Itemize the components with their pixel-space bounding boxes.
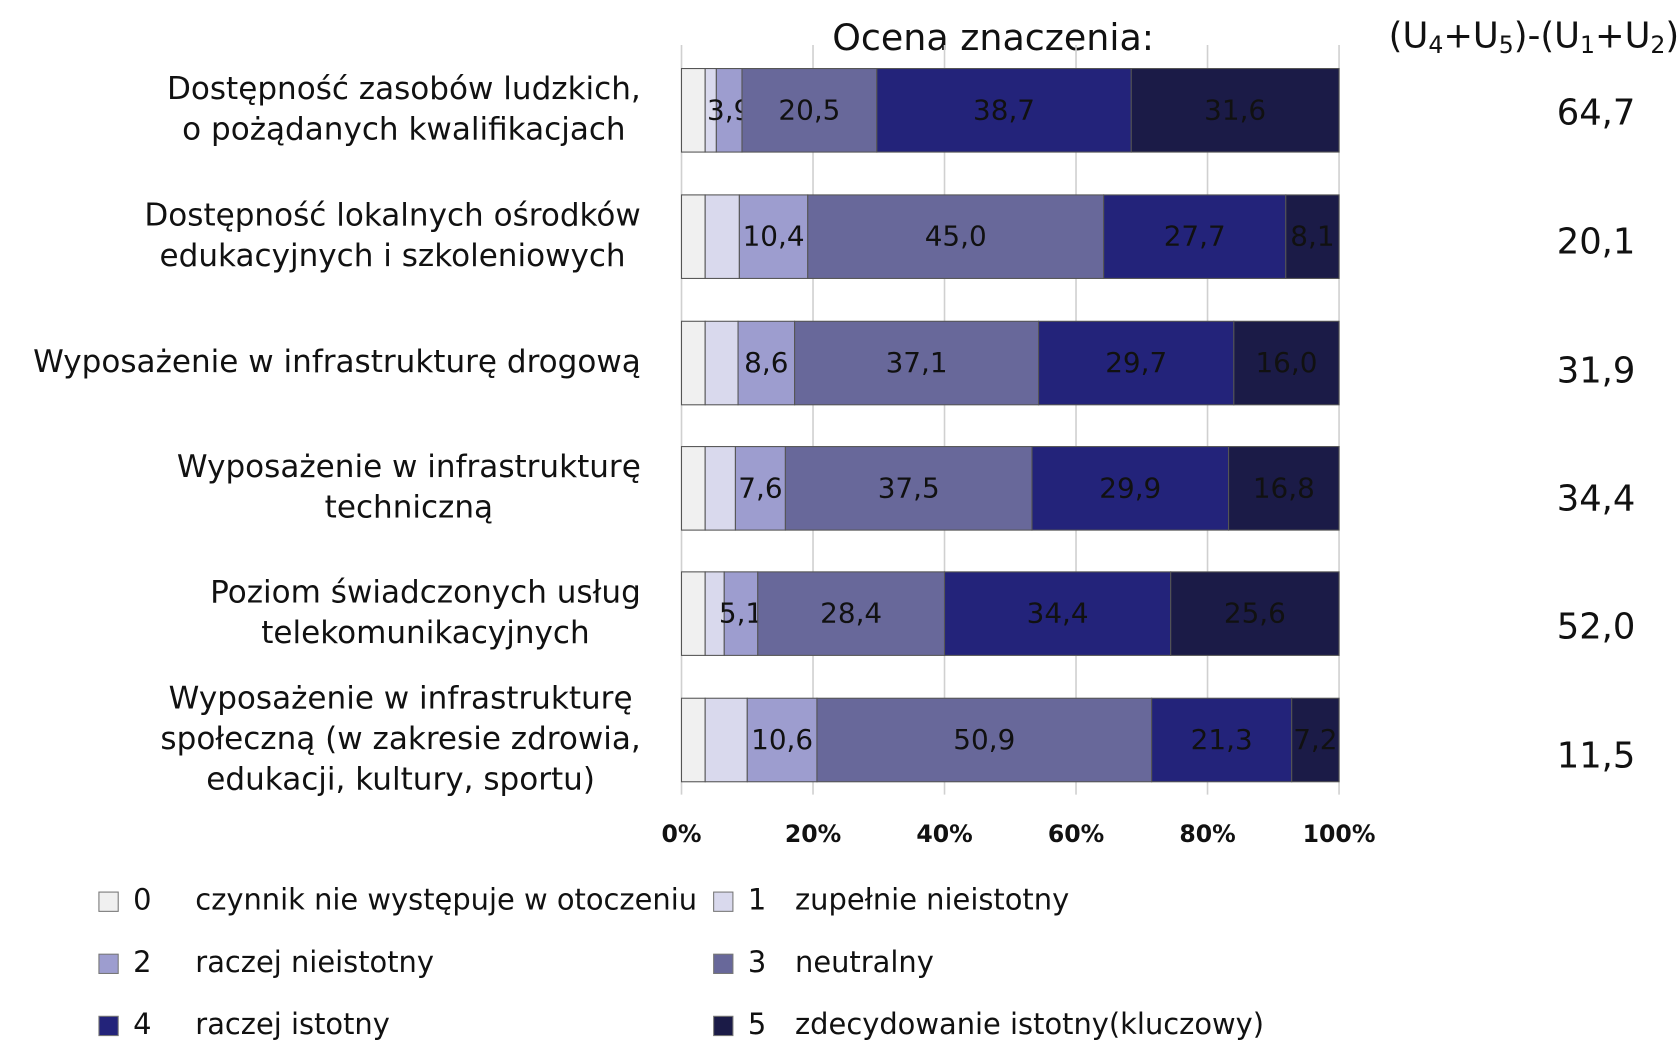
x-tick-label: 100%	[1303, 820, 1376, 848]
bar-segment	[816, 697, 1153, 783]
x-tick-label: 20%	[785, 820, 841, 848]
difference-title: (U4+U5)-(U1+U2)	[1389, 15, 1680, 58]
bar-segment	[943, 571, 1172, 656]
value-label: 25,6	[1224, 597, 1286, 630]
category-label: Wyposażenie w infrastrukturę społeczną (w…	[160, 680, 640, 797]
bar-segment	[738, 194, 809, 279]
bar-segment	[704, 320, 739, 406]
value-label: 45,0	[925, 220, 987, 253]
bar-segment	[1285, 194, 1340, 279]
bar-segment	[1291, 697, 1340, 783]
category-label: Dostępność zasobów ludzkich, o pożądanych…	[167, 71, 641, 148]
bar-segment	[746, 697, 818, 783]
legend-swatch	[98, 953, 119, 974]
value-label: 37,1	[886, 346, 948, 379]
category-label: Poziom świadczonych usług telekomunikacyj…	[210, 574, 641, 651]
bar-segment	[807, 194, 1105, 279]
value-label: 20,5	[778, 93, 840, 126]
value-label: 28,4	[820, 597, 882, 630]
legend-label: 0 czynnik nie występuje w otoczeniu	[133, 883, 697, 917]
bar-segment	[680, 194, 706, 279]
value-label: 10,4	[743, 220, 805, 253]
bar-segment	[784, 446, 1033, 531]
bar-segment	[1103, 194, 1287, 279]
legend-label: 3 neutralny	[748, 945, 934, 979]
bar-segment	[1038, 320, 1235, 406]
value-label: 27,7	[1164, 220, 1226, 253]
legend-label: 4 raczej istotny	[133, 1007, 390, 1041]
bar-segment	[1233, 320, 1340, 406]
difference-value: 64,7	[1557, 93, 1636, 134]
value-label: 29,9	[1099, 471, 1161, 504]
category-label: Wyposażenie w infrastrukturę drogową	[33, 344, 641, 380]
value-label: 7,2	[1293, 723, 1337, 756]
x-tick-label: 40%	[916, 820, 972, 848]
x-tick-label: 80%	[1179, 820, 1235, 848]
bar-segment	[680, 320, 706, 406]
bar-segment	[704, 697, 748, 783]
bar-segment	[1031, 446, 1230, 531]
bar-segment	[1130, 68, 1340, 153]
value-label: 5,1	[719, 597, 763, 630]
bar-segment	[704, 194, 740, 279]
bar-segment	[737, 320, 796, 406]
legend-label: 2 raczej nieistotny	[133, 945, 434, 979]
bar-segment	[757, 571, 946, 656]
x-tick-label: 0%	[662, 820, 702, 848]
bar-segment	[680, 697, 706, 783]
bar-segment	[794, 320, 1040, 406]
legend-swatch	[713, 1015, 734, 1037]
bar-segment	[741, 68, 878, 153]
value-label: 7,6	[738, 471, 782, 504]
difference-value: 31,9	[1557, 351, 1636, 392]
bar-segment	[734, 446, 786, 531]
difference-value: 34,4	[1557, 479, 1636, 520]
legend-label: 1 zupełnie nieistotny	[748, 883, 1069, 917]
bar-segment	[680, 446, 706, 531]
value-label: 37,5	[878, 471, 940, 504]
bar-segment	[1228, 446, 1340, 531]
value-label: 31,6	[1204, 93, 1266, 126]
value-label: 8,6	[744, 346, 788, 379]
value-label: 34,4	[1027, 597, 1089, 630]
bar-segment	[680, 571, 706, 656]
value-label: 16,8	[1253, 471, 1315, 504]
value-label: 38,7	[973, 93, 1035, 126]
value-label: 8,1	[1290, 220, 1334, 253]
value-label: 16,0	[1255, 346, 1317, 379]
value-label: 50,9	[953, 723, 1015, 756]
legend-swatch	[713, 953, 734, 974]
legend-swatch	[713, 891, 734, 912]
value-label: 21,3	[1191, 723, 1253, 756]
category-label: Wyposażenie w infrastrukturę techniczną	[177, 449, 641, 526]
value-label: 10,6	[751, 723, 813, 756]
legend-swatch	[98, 891, 119, 912]
difference-value: 20,1	[1557, 222, 1636, 263]
bar-segment	[1151, 697, 1293, 783]
bar-segment	[680, 68, 706, 153]
chart-title: Ocena znaczenia:	[832, 16, 1154, 59]
x-tick-label: 60%	[1048, 820, 1104, 848]
difference-value: 52,0	[1557, 607, 1636, 648]
bar-segment	[704, 446, 736, 531]
legend-label: 5 zdecydowanie istotny(kluczowy)	[748, 1007, 1264, 1041]
difference-value: 11,5	[1557, 736, 1636, 777]
bar-segment	[1170, 571, 1340, 656]
legend-swatch	[98, 1015, 119, 1037]
category-label: Dostępność lokalnych ośrodków edukacyjnyc…	[144, 197, 640, 274]
value-label: 29,7	[1105, 346, 1167, 379]
bar-segment	[723, 571, 759, 656]
